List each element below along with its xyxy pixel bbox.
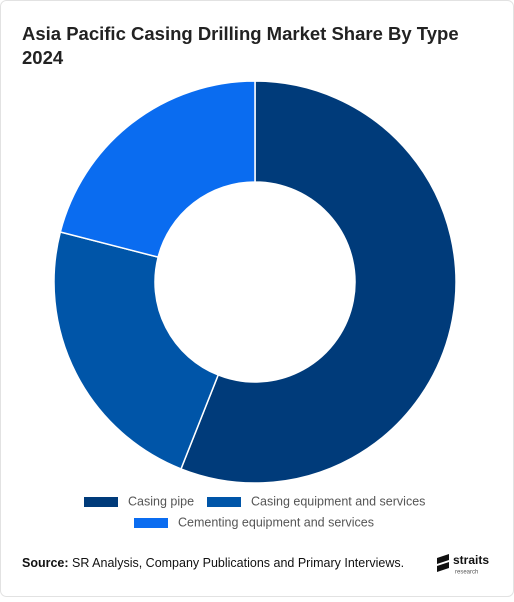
source-label: Source: xyxy=(22,556,69,570)
legend-label: Casing equipment and services xyxy=(251,494,425,508)
legend-swatch xyxy=(84,497,118,507)
slice xyxy=(180,80,457,484)
legend-swatch xyxy=(207,497,241,507)
slice xyxy=(53,231,220,470)
legend-swatch xyxy=(134,518,168,528)
logo: straits xyxy=(453,553,489,567)
legend-label: Casing pipe xyxy=(128,494,194,508)
legend: Casing pipe Casing equipment and services… xyxy=(84,494,425,529)
chart-title: Asia Pacific Casing Drilling Market Shar… xyxy=(22,23,459,44)
slice xyxy=(59,80,256,259)
legend-label: Cementing equipment and services xyxy=(178,515,374,529)
source: Source: SR Analysis, Company Publication… xyxy=(22,556,404,570)
source-text: SR Analysis, Company Publications and Pr… xyxy=(72,556,404,570)
donut xyxy=(53,80,457,484)
logo-icon xyxy=(437,554,449,572)
chart-title: 2024 xyxy=(22,47,64,68)
logo: research xyxy=(455,570,478,576)
